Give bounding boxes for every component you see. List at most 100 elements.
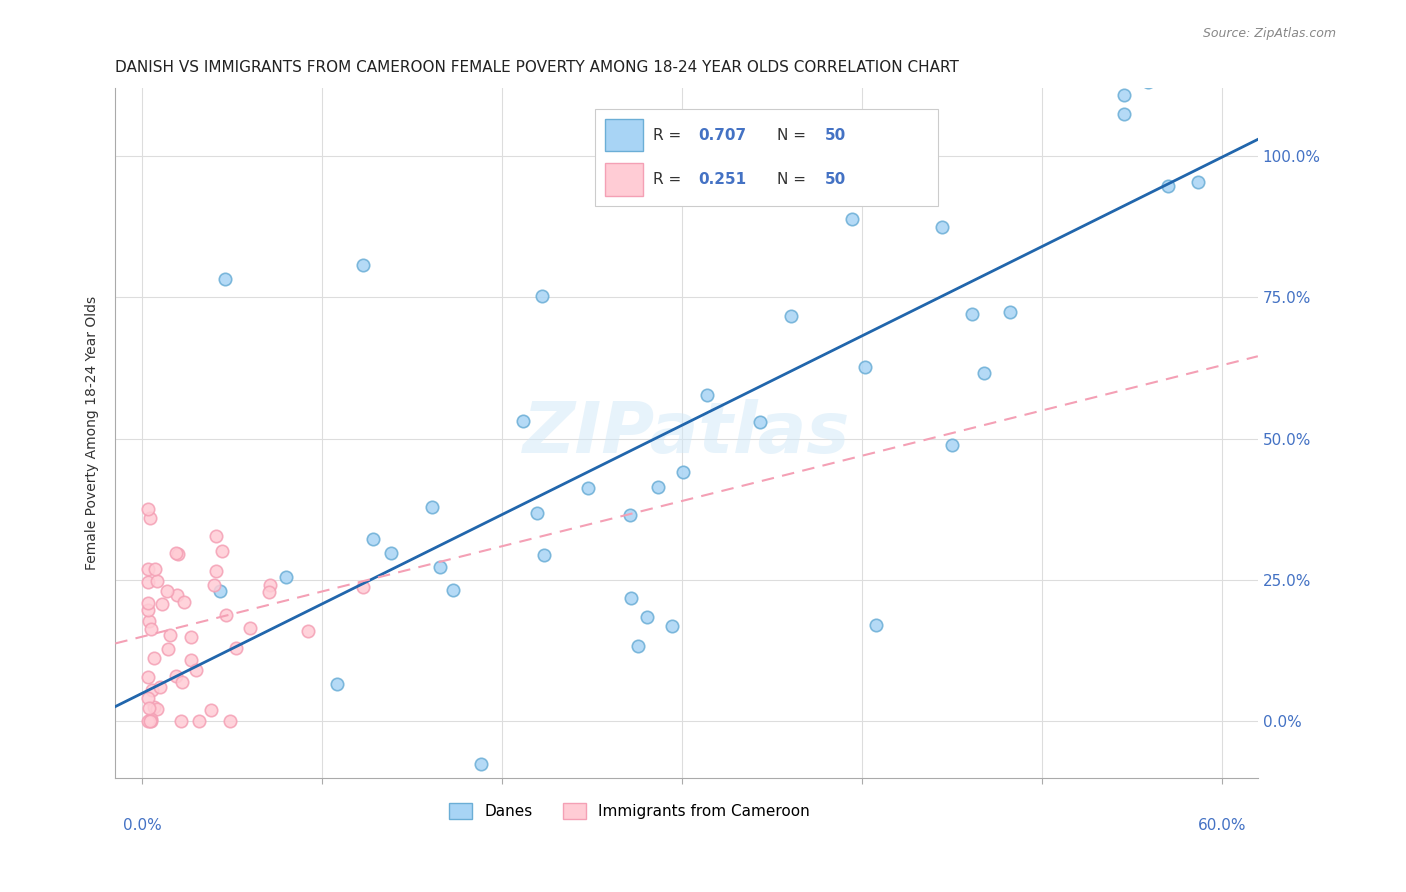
Point: [779, 309, 801, 323]
Point: [533, 548, 555, 562]
Point: [142, 700, 165, 714]
Point: [136, 596, 159, 610]
Point: [531, 289, 554, 303]
Point: [853, 359, 876, 374]
Point: [136, 502, 159, 516]
Point: [620, 591, 643, 606]
Point: [138, 614, 160, 628]
Point: [912, 150, 935, 164]
Point: [1157, 179, 1180, 194]
Point: [149, 680, 172, 694]
Point: [139, 714, 162, 729]
Point: [172, 675, 194, 690]
Point: [136, 575, 159, 590]
Point: [159, 628, 181, 642]
Point: [180, 631, 202, 645]
Point: [998, 305, 1021, 319]
Point: [543, 799, 565, 814]
Point: [214, 271, 236, 285]
Point: [671, 169, 693, 184]
Point: [420, 500, 443, 515]
Legend: Danes, Immigrants from Cameroon: Danes, Immigrants from Cameroon: [443, 797, 815, 825]
Point: [225, 640, 247, 655]
Point: [259, 578, 281, 592]
Point: [170, 714, 193, 729]
Point: [661, 619, 683, 633]
Point: [429, 560, 451, 574]
Point: [188, 714, 211, 729]
Point: [526, 506, 548, 520]
Point: [512, 414, 534, 428]
Point: [136, 603, 159, 617]
Text: 60.0%: 60.0%: [1198, 818, 1246, 832]
Point: [215, 607, 238, 622]
Point: [139, 622, 162, 636]
Point: [211, 544, 233, 558]
Point: [931, 219, 953, 234]
Text: DANISH VS IMMIGRANTS FROM CAMEROON FEMALE POVERTY AMONG 18-24 YEAR OLDS CORRELAT: DANISH VS IMMIGRANTS FROM CAMEROON FEMAL…: [115, 60, 959, 75]
Point: [136, 691, 159, 706]
Point: [973, 367, 995, 381]
Point: [138, 700, 160, 714]
Point: [156, 583, 179, 598]
Point: [352, 581, 374, 595]
Point: [145, 702, 167, 716]
Point: [1136, 74, 1159, 88]
Point: [647, 480, 669, 494]
Point: [165, 546, 187, 560]
Point: [184, 664, 207, 678]
Point: [297, 624, 319, 638]
Point: [941, 437, 963, 451]
Point: [441, 583, 464, 598]
Point: [749, 415, 772, 429]
Point: [166, 669, 188, 683]
Text: Source: ZipAtlas.com: Source: ZipAtlas.com: [1202, 27, 1336, 40]
Point: [470, 756, 492, 771]
Point: [218, 714, 240, 729]
Point: [672, 465, 695, 479]
Point: [200, 703, 222, 717]
Point: [139, 712, 162, 726]
Point: [209, 583, 232, 598]
Point: [173, 594, 195, 608]
Point: [139, 511, 162, 525]
Point: [908, 192, 931, 206]
Point: [166, 588, 188, 602]
Text: 0.0%: 0.0%: [122, 818, 162, 832]
Point: [205, 529, 228, 543]
Point: [239, 621, 262, 635]
Point: [1036, 21, 1059, 36]
Point: [1187, 175, 1209, 189]
Y-axis label: Female Poverty Among 18-24 Year Olds: Female Poverty Among 18-24 Year Olds: [86, 296, 100, 570]
Point: [202, 578, 225, 592]
Point: [576, 482, 599, 496]
Point: [1114, 107, 1136, 121]
Point: [636, 610, 658, 624]
Point: [274, 570, 297, 584]
Point: [136, 562, 159, 576]
Point: [960, 307, 983, 321]
Point: [380, 546, 402, 560]
Point: [167, 547, 190, 561]
Point: [138, 670, 160, 684]
Point: [205, 564, 228, 578]
Point: [627, 639, 650, 653]
Point: [1112, 87, 1135, 102]
Point: [605, 169, 627, 183]
Point: [352, 259, 374, 273]
Point: [138, 714, 160, 729]
Point: [841, 211, 863, 226]
Point: [865, 617, 887, 632]
Point: [259, 584, 281, 599]
Point: [361, 533, 384, 547]
Point: [157, 642, 180, 657]
Point: [136, 714, 159, 729]
Point: [326, 676, 349, 690]
Point: [143, 651, 166, 665]
Point: [152, 597, 174, 611]
Text: ZIPatlas: ZIPatlas: [523, 399, 851, 467]
Point: [619, 508, 641, 522]
Point: [723, 142, 745, 156]
Point: [180, 653, 202, 667]
Point: [141, 683, 163, 698]
